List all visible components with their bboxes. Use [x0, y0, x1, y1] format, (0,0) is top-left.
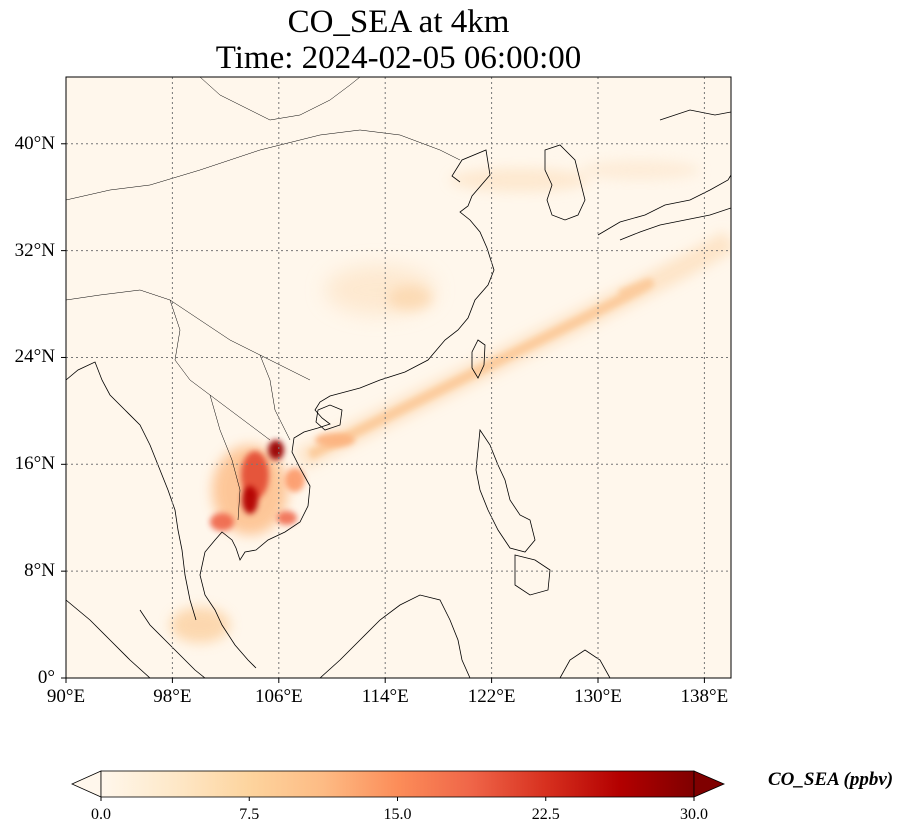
colorbar-tick-label: 30.0: [680, 806, 708, 823]
map-time-subtitle: Time: 2024-02-05 06:00:00: [215, 40, 582, 76]
colorbar-extend-min: [71, 770, 102, 798]
gridlines: [66, 77, 731, 678]
map-figure: [61, 76, 732, 683]
colorbar-tick-label: 0.0: [91, 806, 111, 823]
lon-tick-label: 90°E: [46, 686, 86, 707]
colorbar-tick-label: 15.0: [383, 806, 412, 823]
colorbar-gradient: [100, 770, 695, 798]
lon-tick-label: 106°E: [254, 686, 303, 707]
lon-tick-label: 138°E: [680, 686, 729, 707]
concentration-field: [170, 160, 731, 643]
map-frame: [65, 76, 732, 679]
lat-tick-label: 8°N: [24, 560, 55, 582]
lat-tick-label: 32°N: [14, 239, 55, 261]
colorbar-extend-max: [693, 770, 726, 798]
lon-tick-label: 130°E: [574, 686, 622, 707]
axis-tick-marks: [61, 143, 705, 683]
colorbar-tick-label: 22.5: [531, 806, 560, 823]
lat-tick-label: 24°N: [14, 346, 55, 368]
lon-tick-label: 122°E: [467, 686, 516, 707]
lon-tick-label: 114°E: [361, 686, 409, 707]
lat-tick-label: 16°N: [14, 453, 55, 475]
colorbar-tick-label: 7.5: [239, 806, 260, 823]
coastlines-and-borders: [66, 77, 731, 678]
map-title: CO_SEA at 4km: [287, 4, 510, 40]
lat-tick-label: 40°N: [14, 132, 55, 154]
colorbar-label: CO_SEA (ppbv): [768, 769, 894, 790]
lat-tick-label: 0°: [37, 667, 55, 688]
lon-tick-label: 98°E: [153, 686, 192, 707]
